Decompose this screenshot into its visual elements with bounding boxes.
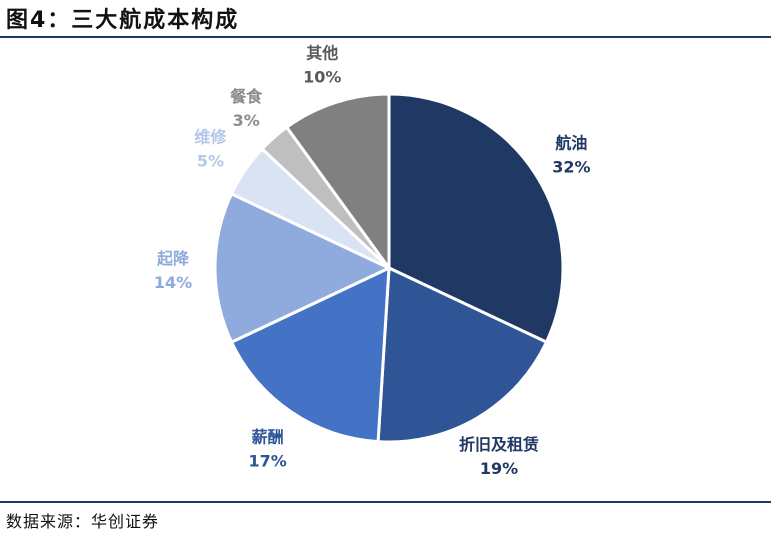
slice-category-label: 薪酬 [252, 428, 284, 447]
slice-value-label: 32% [552, 157, 590, 176]
pie-slice-0 [387, 92, 565, 344]
slice-category-label: 其他 [306, 44, 338, 63]
slice-value-label: 19% [480, 459, 518, 478]
slice-value-label: 17% [248, 452, 286, 471]
slice-category-label: 餐食 [229, 87, 263, 106]
slice-category-label: 航油 [555, 133, 587, 152]
pie-labels: 航油 32% 折旧及租赁 19% 薪酬 17% 起降 14% 维修 5% 餐食 3% 其他 10% [154, 44, 591, 478]
title-divider [0, 36, 771, 38]
slice-category-label: 折旧及租赁 [459, 435, 539, 454]
page-title: 图4：三大航成本构成 [6, 8, 240, 33]
data-source: 数据来源：华创证券 [6, 512, 160, 531]
pie-slice-1 [376, 266, 548, 444]
slice-value-label: 3% [233, 111, 260, 130]
slice-value-label: 14% [154, 273, 192, 292]
slice-value-label: 5% [197, 152, 224, 171]
slice-category-label: 维修 [194, 128, 227, 147]
pie-slice-2 [230, 266, 391, 444]
slice-category-label: 起降 [156, 249, 190, 268]
pie-slice-6 [285, 92, 391, 270]
slice-value-label: 10% [303, 68, 341, 87]
pie-slice-3 [213, 192, 391, 344]
footer-divider [0, 501, 771, 503]
pie-slices [213, 92, 565, 444]
